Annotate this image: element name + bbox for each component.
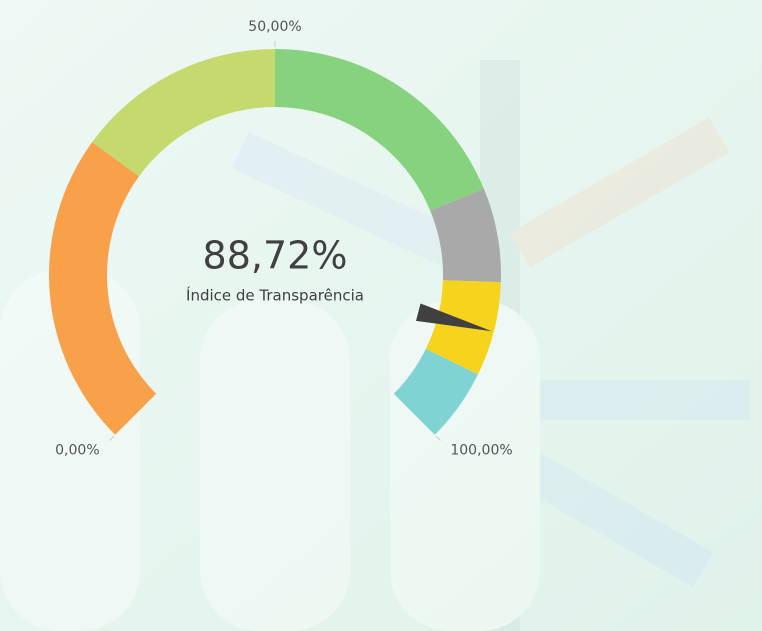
tick-label: 100,00% [450,442,512,458]
chart: 0,00% 50,00% 100,00% 88,72% Índice de Tran… [0,0,762,631]
gauge-label: Índice de Transparência [186,286,364,305]
tick-label: 0,00% [55,442,99,458]
tick-label: 50,00% [248,19,301,35]
gauge-value: 88,72% [203,234,348,278]
page: 0,00% 50,00% 100,00% 88,72% Índice de Tran… [0,0,762,631]
